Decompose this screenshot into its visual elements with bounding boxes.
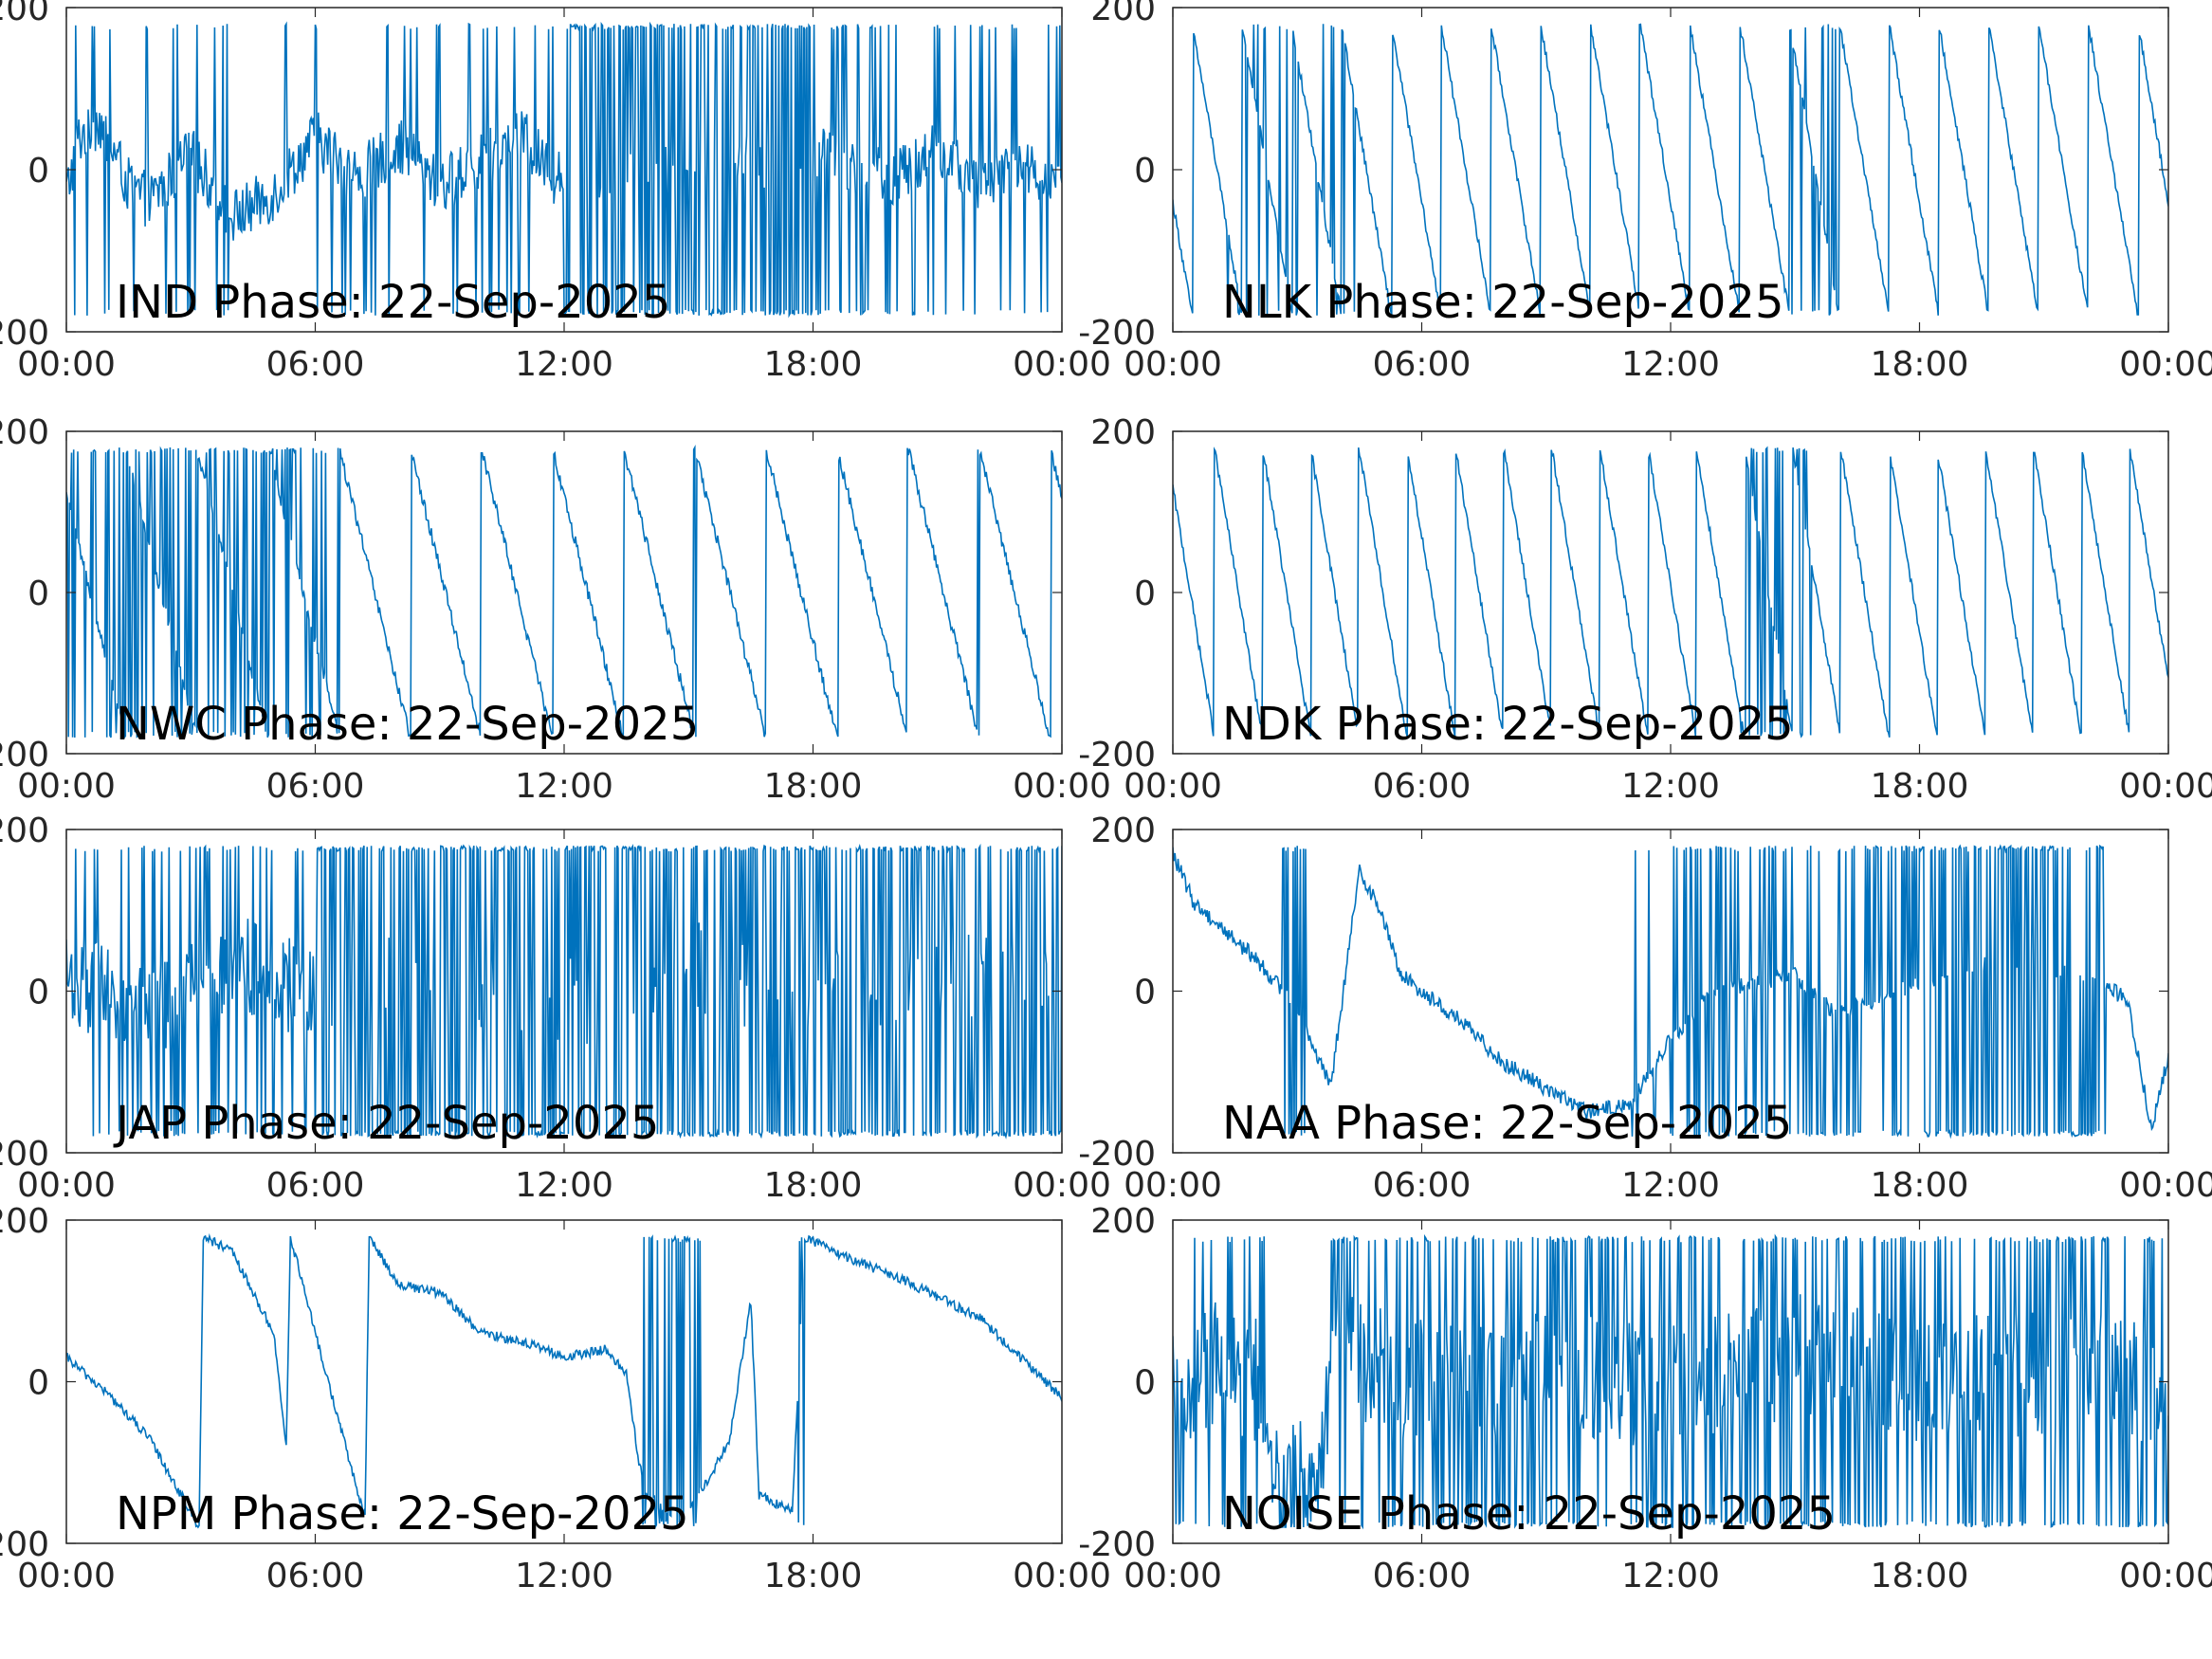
y-tick-label: 200 <box>0 811 49 850</box>
series-line <box>1173 844 2168 1139</box>
x-tick-label: 00:00 <box>2119 767 2212 806</box>
panel-title: NAA Phase: 22-Sep-2025 <box>1222 1097 1792 1150</box>
y-tick-label: -200 <box>1078 314 1156 353</box>
y-tick-label: -200 <box>0 314 49 353</box>
y-tick-label: -200 <box>0 736 49 775</box>
x-tick-label: 12:00 <box>515 767 613 806</box>
y-tick-label: 0 <box>27 574 49 613</box>
x-tick-label: 06:00 <box>1373 767 1472 806</box>
x-tick-label: 00:00 <box>17 345 116 384</box>
x-tick-label: 00:00 <box>1124 767 1222 806</box>
x-tick-label: 12:00 <box>515 1166 613 1205</box>
y-tick-label: 0 <box>27 974 49 1012</box>
x-tick-label: 00:00 <box>1124 345 1222 384</box>
y-tick-label: 0 <box>27 1364 49 1403</box>
series-line <box>66 445 1062 740</box>
x-tick-label: 06:00 <box>1373 1557 1472 1595</box>
x-tick-label: 18:00 <box>764 1166 863 1205</box>
x-tick-label: 18:00 <box>764 1557 863 1595</box>
x-tick-label: 00:00 <box>17 1166 116 1205</box>
y-tick-label: 200 <box>0 0 49 28</box>
y-tick-label: 200 <box>0 1202 49 1241</box>
panel-title: JAP Phase: 22-Sep-2025 <box>113 1097 659 1150</box>
y-tick-label: -200 <box>1078 1525 1156 1564</box>
y-tick-label: 0 <box>1134 1364 1156 1403</box>
x-tick-label: 18:00 <box>1871 1166 1969 1205</box>
panel-title: IND Phase: 22-Sep-2025 <box>116 276 670 329</box>
panel-title: NOISE Phase: 22-Sep-2025 <box>1222 1487 1836 1540</box>
x-tick-label: 00:00 <box>2119 1557 2212 1595</box>
x-tick-label: 12:00 <box>1621 1166 1720 1205</box>
x-tick-label: 06:00 <box>1373 345 1472 384</box>
y-tick-label: 0 <box>1134 152 1156 191</box>
panel-title: NLK Phase: 22-Sep-2025 <box>1222 276 1783 329</box>
x-tick-label: 06:00 <box>266 345 365 384</box>
x-tick-label: 06:00 <box>266 767 365 806</box>
x-tick-label: 18:00 <box>764 345 863 384</box>
series-line <box>66 1232 1062 1530</box>
series-line <box>1173 23 2168 316</box>
x-tick-label: 00:00 <box>2119 345 2212 384</box>
x-tick-label: 00:00 <box>1124 1557 1222 1595</box>
x-tick-label: 06:00 <box>266 1166 365 1205</box>
y-tick-label: -200 <box>1078 736 1156 775</box>
y-tick-label: -200 <box>1078 1135 1156 1174</box>
x-tick-label: 00:00 <box>2119 1166 2212 1205</box>
y-tick-label: 200 <box>1090 811 1156 850</box>
panel-title: NDK Phase: 22-Sep-2025 <box>1222 698 1794 751</box>
x-tick-label: 00:00 <box>1124 1166 1222 1205</box>
panel-title: NWC Phase: 22-Sep-2025 <box>116 698 699 751</box>
y-tick-label: 200 <box>1090 1202 1156 1241</box>
x-tick-label: 00:00 <box>17 1557 116 1595</box>
x-tick-label: 00:00 <box>1013 767 1111 806</box>
x-tick-label: 12:00 <box>1621 345 1720 384</box>
x-tick-label: 18:00 <box>764 767 863 806</box>
series-line <box>1173 446 2168 738</box>
series-line <box>66 843 1062 1139</box>
x-tick-label: 12:00 <box>515 345 613 384</box>
y-tick-label: 0 <box>27 152 49 191</box>
y-tick-label: 0 <box>1134 574 1156 613</box>
x-tick-label: 00:00 <box>1013 1557 1111 1595</box>
x-tick-label: 18:00 <box>1871 767 1969 806</box>
x-tick-label: 12:00 <box>515 1557 613 1595</box>
series-line <box>66 21 1062 319</box>
y-tick-label: -200 <box>0 1525 49 1564</box>
x-tick-label: 12:00 <box>1621 767 1720 806</box>
x-tick-label: 00:00 <box>17 767 116 806</box>
x-tick-label: 06:00 <box>266 1557 365 1595</box>
y-tick-label: 200 <box>0 413 49 452</box>
y-tick-label: 0 <box>1134 974 1156 1012</box>
y-tick-label: 200 <box>1090 0 1156 28</box>
x-tick-label: 18:00 <box>1871 1557 1969 1595</box>
x-tick-label: 00:00 <box>1013 345 1111 384</box>
panel-title: NPM Phase: 22-Sep-2025 <box>116 1487 689 1540</box>
x-tick-label: 00:00 <box>1013 1166 1111 1205</box>
series-line <box>1173 1233 2168 1530</box>
x-tick-label: 12:00 <box>1621 1557 1720 1595</box>
y-tick-label: -200 <box>0 1135 49 1174</box>
x-tick-label: 06:00 <box>1373 1166 1472 1205</box>
y-tick-label: 200 <box>1090 413 1156 452</box>
x-tick-label: 18:00 <box>1871 345 1969 384</box>
